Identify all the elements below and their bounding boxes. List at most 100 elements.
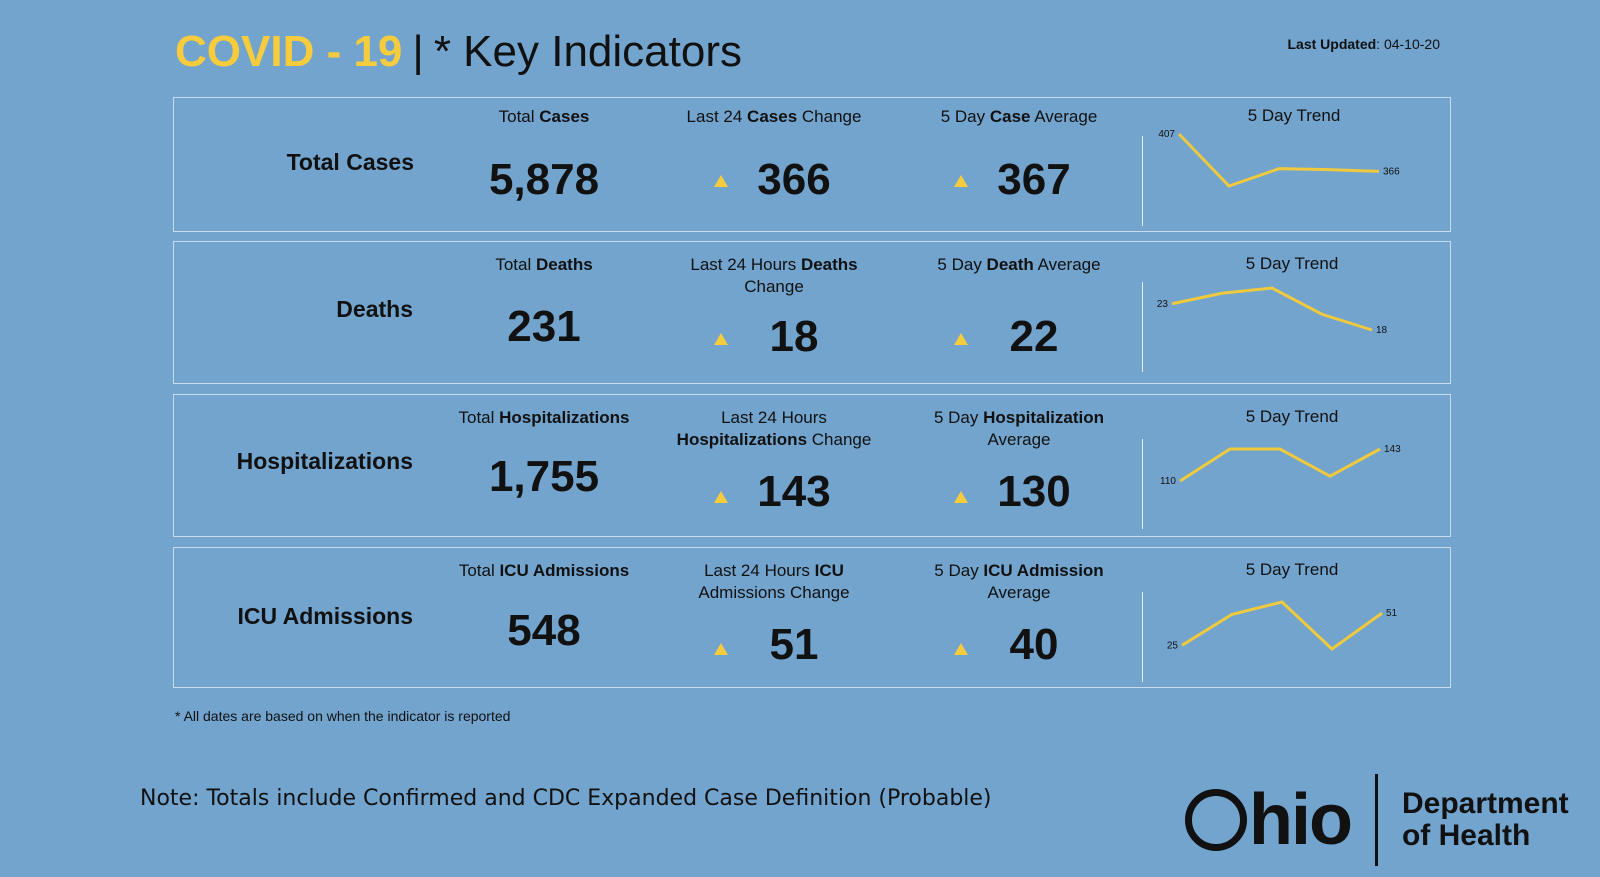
dept-line-1: Department <box>1401 787 1569 820</box>
trend-line <box>1179 447 1381 483</box>
increase-triangle-icon <box>714 643 728 655</box>
trend-end-label: 366 <box>1383 166 1400 177</box>
total-header-bold: Hospitalizations <box>499 408 630 427</box>
average-value: 22 <box>1009 312 1059 361</box>
panel-icu-admissions: ICU Admissions Total ICU Admissions 548 … <box>173 547 1451 688</box>
change-value: 143 <box>757 467 831 516</box>
change-header-post: Change <box>807 430 872 449</box>
increase-triangle-icon <box>954 175 968 187</box>
panel-deaths: Deaths Total Deaths 231 Last 24 Hours De… <box>173 241 1451 384</box>
trend-line <box>1181 600 1383 651</box>
change-value: 51 <box>769 620 819 669</box>
increase-triangle-icon <box>954 491 968 503</box>
trend-header: 5 Day Trend <box>1245 407 1339 426</box>
title-covid: COVID - 19 <box>175 27 403 76</box>
panel-hospitalizations: Hospitalizations Total Hospitalizations … <box>173 394 1451 537</box>
average-header-pre: 5 Day <box>937 255 987 274</box>
trend-sparkline: 25 51 <box>1167 600 1398 651</box>
change-header: Last 24 Hours Hospitalizations Change <box>654 407 894 451</box>
trend-header: 5 Day Trend <box>1245 560 1339 579</box>
increase-triangle-icon <box>954 643 968 655</box>
average-value: 367 <box>997 155 1071 204</box>
trend-start-label: 407 <box>1158 129 1175 140</box>
average-header-bold: ICU Admission <box>983 561 1104 580</box>
footnote: * All dates are based on when the indica… <box>175 708 511 724</box>
average-header: 5 Day Death Average <box>889 254 1149 276</box>
title-key-indicators: * Key Indicators <box>433 27 742 76</box>
average-header-post: Average <box>987 430 1051 449</box>
total-header-bold: ICU Admissions <box>499 561 630 580</box>
last-updated: Last Updated: 04-10-20 <box>1287 36 1440 52</box>
total-header-pre: Total <box>458 561 500 580</box>
change-header-bold: Hospitalizations <box>676 430 808 449</box>
trend-divider <box>1142 592 1143 682</box>
trend-sparkline: 23 18 <box>1157 286 1388 336</box>
change-header-bold: Deaths <box>800 255 858 274</box>
average-header-pre: 5 Day <box>934 561 984 580</box>
change-header-pre: Last 24 Hours <box>721 408 827 427</box>
change-header: Last 24 Hours Deaths Change <box>669 254 879 298</box>
change-header-bold: ICU <box>814 561 844 580</box>
title-separator: | <box>412 27 424 76</box>
ohio-o-icon <box>1185 789 1247 851</box>
trend-divider <box>1142 439 1143 529</box>
total-header-pre: Total <box>458 408 500 427</box>
total-value: 231 <box>507 302 581 351</box>
average-value: 40 <box>1009 620 1059 669</box>
row-label: Total Cases <box>286 149 414 175</box>
ohio-wordmark: hio <box>1185 779 1353 861</box>
total-header: Total ICU Admissions <box>429 560 659 582</box>
last-updated-label: Last Updated <box>1287 36 1377 52</box>
trend-line <box>1177 132 1380 188</box>
panel-total-cases: Total Cases Total Cases 5,878 Last 24 Ca… <box>173 97 1451 232</box>
row-label: Deaths <box>336 296 413 322</box>
average-header-post: Average <box>1030 107 1098 126</box>
average-value: 130 <box>997 467 1071 516</box>
page-title: COVID - 19 | * Key Indicators <box>175 22 742 82</box>
trend-divider <box>1142 282 1143 372</box>
total-value: 1,755 <box>488 452 600 501</box>
average-header-pre: 5 Day <box>933 408 984 427</box>
total-value: 5,878 <box>488 155 600 204</box>
average-header-pre: 5 Day <box>940 107 990 126</box>
total-header: Total Hospitalizations <box>429 407 659 429</box>
logo-divider <box>1374 774 1378 866</box>
change-header-pre: Last 24 <box>686 107 748 126</box>
change-value: 18 <box>769 312 819 361</box>
trend-end-label: 51 <box>1386 608 1398 619</box>
trend-start-label: 25 <box>1167 640 1179 651</box>
change-header-post: Change <box>744 277 804 296</box>
trend-line <box>1171 286 1373 332</box>
trend-sparkline: 407 366 <box>1158 129 1400 188</box>
trend-header: 5 Day Trend <box>1245 254 1339 273</box>
trend-header: 5 Day Trend <box>1247 106 1341 125</box>
increase-triangle-icon <box>714 491 728 503</box>
note: Note: Totals include Confirmed and CDC E… <box>140 786 992 811</box>
ohio-department-of-health-logo: hio Department of Health <box>1185 770 1569 870</box>
change-header: Last 24 Cases Change <box>654 106 894 128</box>
trend-divider <box>1142 136 1143 226</box>
average-header: 5 Day ICU Admission Average <box>909 560 1129 604</box>
total-header-bold: Deaths <box>535 255 593 274</box>
average-header-post: Average <box>1033 255 1101 274</box>
trend-start-label: 110 <box>1160 476 1176 487</box>
average-header-post: Average <box>987 583 1051 602</box>
total-header-bold: Cases <box>539 107 590 126</box>
change-header-pre: Last 24 Hours <box>704 561 815 580</box>
trend-end-label: 143 <box>1384 444 1401 455</box>
trend-start-label: 23 <box>1157 299 1169 310</box>
total-header-pre: Total <box>495 255 536 274</box>
trend-end-label: 18 <box>1376 325 1388 336</box>
change-header-post: Admissions Change <box>698 583 850 602</box>
department-of-health-text: Department of Health <box>1402 788 1569 852</box>
trend-sparkline: 110 143 <box>1160 444 1401 487</box>
average-header: 5 Day Hospitalization Average <box>909 407 1129 451</box>
total-header: Total Cases <box>444 106 644 128</box>
total-header-pre: Total <box>498 107 540 126</box>
average-header-bold: Hospitalization <box>983 408 1105 427</box>
change-value: 366 <box>757 155 831 204</box>
row-label: Hospitalizations <box>236 448 413 474</box>
increase-triangle-icon <box>714 333 728 345</box>
increase-triangle-icon <box>714 175 728 187</box>
change-header-post: Change <box>797 107 862 126</box>
